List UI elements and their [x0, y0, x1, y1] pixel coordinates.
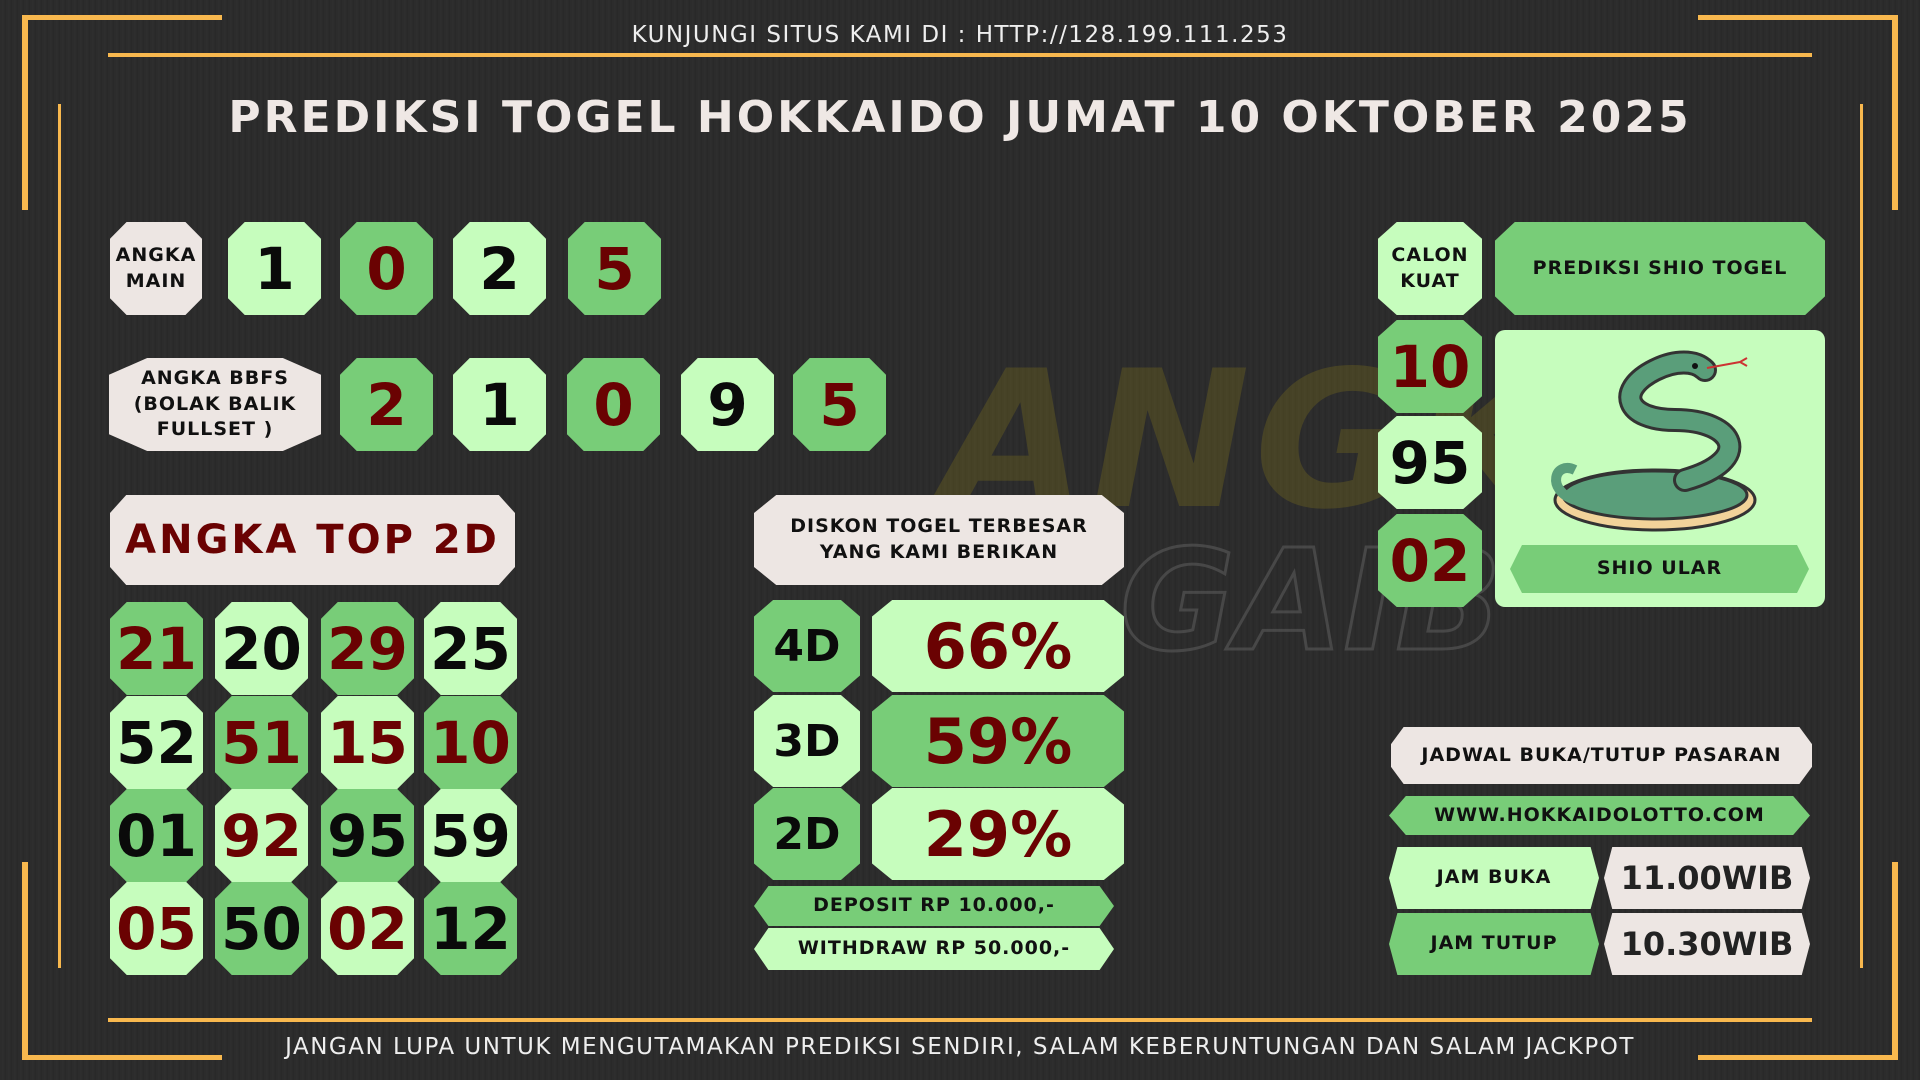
calon-kuat-number: 10 — [1378, 320, 1482, 413]
frame-corner — [1698, 1055, 1898, 1060]
frame-line — [58, 104, 61, 968]
bbfs-digit: 5 — [793, 358, 886, 451]
frame-corner — [22, 1055, 222, 1060]
frame-corner — [22, 862, 28, 1060]
bbfs-digit: 1 — [453, 358, 546, 451]
top2d-number: 21 — [110, 602, 203, 695]
top2d-number: 52 — [110, 696, 203, 789]
shio-panel: SHIO ULAR — [1495, 330, 1825, 607]
jam-buka-label: JAM BUKA — [1389, 847, 1599, 909]
top2d-number: 20 — [215, 602, 308, 695]
frame-corner — [1698, 15, 1898, 20]
discount-type: 2D — [754, 788, 860, 880]
top2d-number: 51 — [215, 696, 308, 789]
bottom-divider — [108, 1018, 1812, 1022]
frame-corner — [22, 15, 222, 20]
top2d-number: 01 — [110, 789, 203, 882]
bbfs-label: ANGKA BBFS (BOLAK BALIK FULLSET ) — [109, 358, 321, 451]
snake-icon — [1551, 350, 1757, 532]
top2d-number: 29 — [321, 602, 414, 695]
bbfs-digit: 0 — [567, 358, 660, 451]
bbfs-digit: 9 — [681, 358, 774, 451]
angka-main-digit: 1 — [228, 222, 321, 315]
angka-main-digit: 5 — [568, 222, 661, 315]
discount-value: 66% — [872, 600, 1124, 692]
top2d-number: 12 — [424, 882, 517, 975]
top2d-number: 15 — [321, 696, 414, 789]
top2d-number: 05 — [110, 882, 203, 975]
top2d-number: 95 — [321, 789, 414, 882]
top2d-number: 25 — [424, 602, 517, 695]
shio-title: PREDIKSI SHIO TOGEL — [1495, 222, 1825, 315]
top2d-number: 50 — [215, 882, 308, 975]
discount-type: 4D — [754, 600, 860, 692]
site-link[interactable]: WWW.HOKKAIDOLOTTO.COM — [1389, 796, 1810, 835]
angka-main-digit: 2 — [453, 222, 546, 315]
withdraw-info: WITHDRAW RP 50.000,- — [754, 928, 1114, 970]
frame-corner — [1892, 862, 1898, 1060]
discount-value: 29% — [872, 788, 1124, 880]
top2d-label: ANGKA TOP 2D — [110, 495, 515, 585]
discount-value: 59% — [872, 695, 1124, 787]
jam-tutup-label: JAM TUTUP — [1389, 913, 1599, 975]
jam-buka-value: 11.00WIB — [1604, 847, 1810, 909]
calon-kuat-number: 95 — [1378, 416, 1482, 509]
jam-tutup-value: 10.30WIB — [1604, 913, 1810, 975]
footer-text: JANGAN LUPA UNTUK MENGUTAMAKAN PREDIKSI … — [285, 1034, 1635, 1060]
discount-type: 3D — [754, 695, 860, 787]
top-divider — [108, 53, 1812, 57]
frame-corner — [1892, 15, 1898, 210]
top2d-number: 59 — [424, 789, 517, 882]
visit-site-text: KUNJUNGI SITUS KAMI DI : HTTP://128.199.… — [631, 22, 1289, 48]
frame-line — [1860, 104, 1863, 968]
angka-main-label: ANGKA MAIN — [110, 222, 202, 315]
top2d-number: 10 — [424, 696, 517, 789]
angka-main-digit: 0 — [340, 222, 433, 315]
shio-name: SHIO ULAR — [1510, 545, 1809, 593]
calon-kuat-label: CALON KUAT — [1378, 222, 1482, 315]
page-title: PREDIKSI TOGEL HOKKAIDO JUMAT 10 OKTOBER… — [228, 92, 1692, 143]
frame-corner — [22, 15, 28, 210]
diskon-label: DISKON TOGEL TERBESAR YANG KAMI BERIKAN — [754, 495, 1124, 585]
jadwal-title: JADWAL BUKA/TUTUP PASARAN — [1391, 727, 1812, 784]
calon-kuat-number: 02 — [1378, 514, 1482, 607]
top2d-number: 02 — [321, 882, 414, 975]
bbfs-digit: 2 — [340, 358, 433, 451]
deposit-info: DEPOSIT RP 10.000,- — [754, 886, 1114, 926]
top2d-number: 92 — [215, 789, 308, 882]
